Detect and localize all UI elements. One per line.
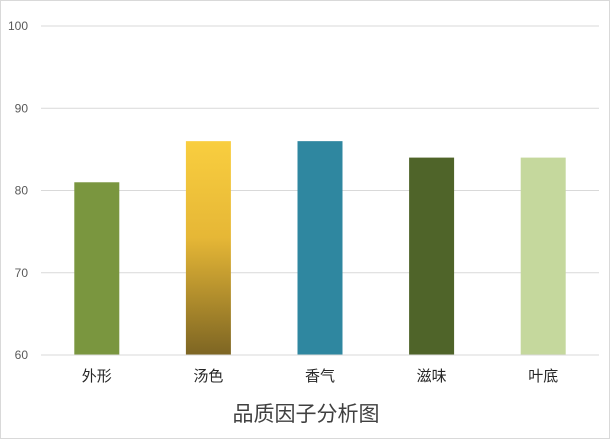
y-tick-label: 90 bbox=[15, 101, 29, 115]
x-category-label: 香气 bbox=[305, 367, 335, 385]
x-category-label: 滋味 bbox=[417, 367, 447, 385]
x-category-label: 叶底 bbox=[528, 367, 558, 385]
x-axis-categories: 外形 汤色 香气 滋味 叶底 bbox=[41, 354, 599, 385]
bar-1 bbox=[74, 182, 120, 355]
bar-3 bbox=[297, 141, 343, 355]
bar-5 bbox=[520, 157, 566, 355]
bar-2 bbox=[185, 141, 231, 355]
y-tick-label: 70 bbox=[15, 266, 29, 280]
bars bbox=[74, 141, 566, 355]
x-category-label: 汤色 bbox=[193, 367, 223, 385]
y-axis-ticks: 60 70 80 90 100 bbox=[8, 19, 28, 362]
bar-4 bbox=[409, 157, 455, 355]
y-tick-label: 80 bbox=[15, 184, 29, 198]
y-tick-label: 60 bbox=[15, 348, 29, 362]
chart-title: 品质因子分析图 bbox=[233, 402, 380, 426]
y-tick-label: 100 bbox=[8, 19, 28, 33]
x-category-label: 外形 bbox=[82, 367, 112, 385]
